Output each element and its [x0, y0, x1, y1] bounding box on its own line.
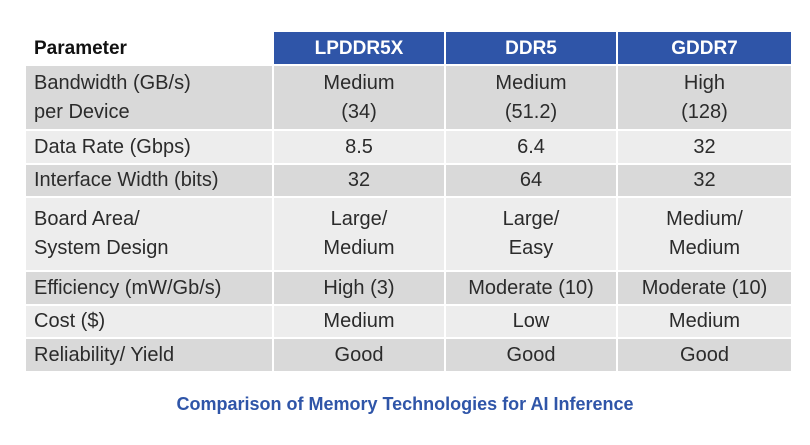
header-gddr7: GDDR7: [618, 32, 791, 64]
cell-gddr7: High (128): [618, 66, 791, 129]
row-label: Data Rate (Gbps): [26, 131, 274, 163]
comparison-table: Parameter LPDDR5X DDR5 GDDR7 Bandwidth (…: [26, 32, 791, 373]
cell-ddr5: Moderate (10): [446, 272, 618, 304]
table-header-row: Parameter LPDDR5X DDR5 GDDR7: [26, 32, 791, 66]
header-ddr5: DDR5: [446, 32, 618, 64]
cell-ddr5: 6.4: [446, 131, 618, 163]
cell-gddr7: 32: [618, 165, 791, 196]
cell-lpddr5x: Good: [274, 339, 446, 371]
cell-lpddr5x: 32: [274, 165, 446, 196]
cell-gddr7: 32: [618, 131, 791, 163]
row-label: Board Area/ System Design: [26, 198, 274, 270]
cell-gddr7: Medium: [618, 306, 791, 337]
row-label: Reliability/ Yield: [26, 339, 274, 371]
row-label: Interface Width (bits): [26, 165, 274, 196]
cell-ddr5: Good: [446, 339, 618, 371]
cell-lpddr5x: 8.5: [274, 131, 446, 163]
cell-gddr7: Good: [618, 339, 791, 371]
cell-ddr5: 64: [446, 165, 618, 196]
table-caption: Comparison of Memory Technologies for AI…: [176, 394, 634, 414]
cell-ddr5: Low: [446, 306, 618, 337]
cell-gddr7: Moderate (10): [618, 272, 791, 304]
cell-lpddr5x: High (3): [274, 272, 446, 304]
table-row: Data Rate (Gbps) 8.5 6.4 32: [26, 131, 791, 165]
header-lpddr5x: LPDDR5X: [274, 32, 446, 64]
table-row: Board Area/ System Design Large/ Medium …: [26, 198, 791, 272]
cell-lpddr5x: Medium: [274, 306, 446, 337]
table-row: Bandwidth (GB/s) per Device Medium (34) …: [26, 66, 791, 131]
table-row: Interface Width (bits) 32 64 32: [26, 165, 791, 198]
row-label: Cost ($): [26, 306, 274, 337]
cell-lpddr5x: Medium (34): [274, 66, 446, 129]
row-label: Efficiency (mW/Gb/s): [26, 272, 274, 304]
header-parameter: Parameter: [26, 32, 274, 64]
table-row: Reliability/ Yield Good Good Good: [26, 339, 791, 373]
table-row: Cost ($) Medium Low Medium: [26, 306, 791, 339]
row-label: Bandwidth (GB/s) per Device: [26, 66, 274, 129]
cell-gddr7: Medium/ Medium: [618, 198, 791, 270]
cell-lpddr5x: Large/ Medium: [274, 198, 446, 270]
cell-ddr5: Medium (51.2): [446, 66, 618, 129]
table-row: Efficiency (mW/Gb/s) High (3) Moderate (…: [26, 272, 791, 306]
cell-ddr5: Large/ Easy: [446, 198, 618, 270]
